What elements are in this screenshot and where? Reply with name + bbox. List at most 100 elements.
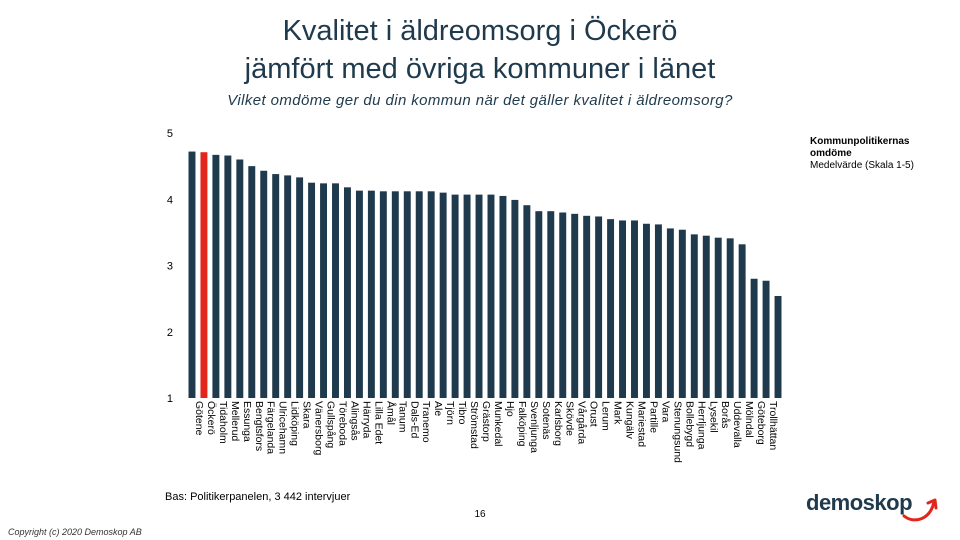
bar xyxy=(463,194,471,398)
bar xyxy=(654,224,662,398)
demoskop-logo: demoskop xyxy=(806,490,913,515)
category-label: Hjo xyxy=(504,401,516,417)
category-label: Öckerö xyxy=(205,401,217,435)
y-tick-label: 2 xyxy=(167,327,173,339)
category-label: Vara xyxy=(659,401,671,423)
category-label: Töreboda xyxy=(337,401,349,446)
bar xyxy=(571,213,579,398)
bar xyxy=(332,183,339,398)
bar xyxy=(427,191,435,398)
category-label: Mark xyxy=(612,401,624,425)
logo-swoosh-icon xyxy=(902,498,938,522)
category-label: Vårgårda xyxy=(576,401,588,444)
bar xyxy=(690,234,698,398)
bar xyxy=(511,199,519,398)
bar xyxy=(296,177,304,398)
bar xyxy=(619,220,627,398)
category-label: Falköping xyxy=(516,401,528,447)
category-label: Borås xyxy=(719,401,731,428)
category-label: Partille xyxy=(647,401,659,433)
category-label: Alingsås xyxy=(348,401,360,441)
y-tick-label: 1 xyxy=(167,393,173,405)
category-label: Mariestad xyxy=(636,401,648,447)
y-tick-label: 5 xyxy=(167,128,173,140)
category-label: Sotenäs xyxy=(540,401,552,440)
category-label: Åmål xyxy=(384,401,397,425)
category-label: Tanum xyxy=(396,401,408,433)
bar xyxy=(260,170,268,398)
bar xyxy=(284,175,292,398)
bar xyxy=(391,191,399,398)
bar xyxy=(320,183,328,398)
bar xyxy=(631,220,638,398)
category-label: Ulricehamn xyxy=(277,401,289,454)
footnote: Bas: Politikerpanelen, 3 442 intervjuer xyxy=(165,491,351,503)
bar xyxy=(355,190,363,398)
bar xyxy=(559,212,567,398)
category-label: Mellerud xyxy=(229,401,241,441)
y-tick-label: 4 xyxy=(167,194,173,206)
bar xyxy=(272,174,280,398)
bar xyxy=(642,223,650,398)
bar xyxy=(738,244,746,398)
page-number: 16 xyxy=(474,509,486,520)
category-label: Lilla Edet xyxy=(372,401,384,444)
bar-highlight xyxy=(200,152,208,398)
category-label: Skövde xyxy=(564,401,576,436)
bar xyxy=(714,237,722,398)
title-line-1: Kvalitet i äldreomsorg i Öckerö xyxy=(282,15,678,47)
category-label: Trollhättan xyxy=(767,401,779,450)
bar xyxy=(343,187,351,398)
bar xyxy=(451,194,459,398)
category-label: Essunga xyxy=(241,401,253,442)
category-label: Stenungsund xyxy=(671,401,683,463)
category-label: Kungälv xyxy=(624,401,636,440)
category-label: Göteborg xyxy=(755,401,767,445)
category-label: Tranemo xyxy=(420,401,432,443)
chart-title: Kvalitet i äldreomsorg i Öckerö jämfört … xyxy=(0,12,960,88)
category-label: Karlsborg xyxy=(552,401,564,446)
bar xyxy=(762,280,770,398)
bar xyxy=(188,151,196,398)
bar xyxy=(403,191,411,398)
category-label: Färgelanda xyxy=(265,401,277,454)
category-label: Skara xyxy=(301,401,313,429)
bar xyxy=(595,216,603,398)
category-label: Orust xyxy=(588,401,600,427)
category-label: Mölndal xyxy=(743,401,755,438)
bar xyxy=(367,190,375,398)
category-label: Lerum xyxy=(600,401,612,431)
category-label: Herrljunga xyxy=(695,401,707,450)
bar xyxy=(499,195,507,398)
chart-subtitle: Vilket omdöme ger du din kommun när det … xyxy=(227,92,733,109)
bar xyxy=(678,229,686,398)
bar xyxy=(750,278,758,398)
category-label: Lidköping xyxy=(289,401,301,446)
category-label: Bollebygd xyxy=(683,401,695,447)
bar xyxy=(774,295,782,398)
bar xyxy=(379,191,387,398)
bar xyxy=(583,215,591,398)
y-tick-label: 3 xyxy=(167,261,173,273)
category-label: Uddevalla xyxy=(731,401,743,448)
category-label: Ale xyxy=(432,401,444,416)
bar xyxy=(415,191,423,398)
category-label: Härryda xyxy=(360,401,372,439)
bar xyxy=(308,182,316,398)
bar xyxy=(607,219,615,399)
bar xyxy=(523,205,531,398)
category-label: Tibro xyxy=(456,401,468,425)
copyright: Copyright (c) 2020 Demoskop AB xyxy=(8,527,142,537)
bar xyxy=(535,211,543,398)
bar xyxy=(547,211,555,398)
bar xyxy=(248,166,256,399)
legend-line-1: Kommunpolitikernas xyxy=(810,136,910,147)
category-label: Lysekil xyxy=(707,401,719,433)
bar xyxy=(726,238,734,398)
legend-line-3: Medelvärde (Skala 1-5) xyxy=(810,160,914,171)
category-label: Strömstad xyxy=(468,401,480,449)
category-label: Munkedal xyxy=(492,401,504,447)
category-label: Svenljunga xyxy=(528,401,540,453)
bar xyxy=(475,194,483,398)
